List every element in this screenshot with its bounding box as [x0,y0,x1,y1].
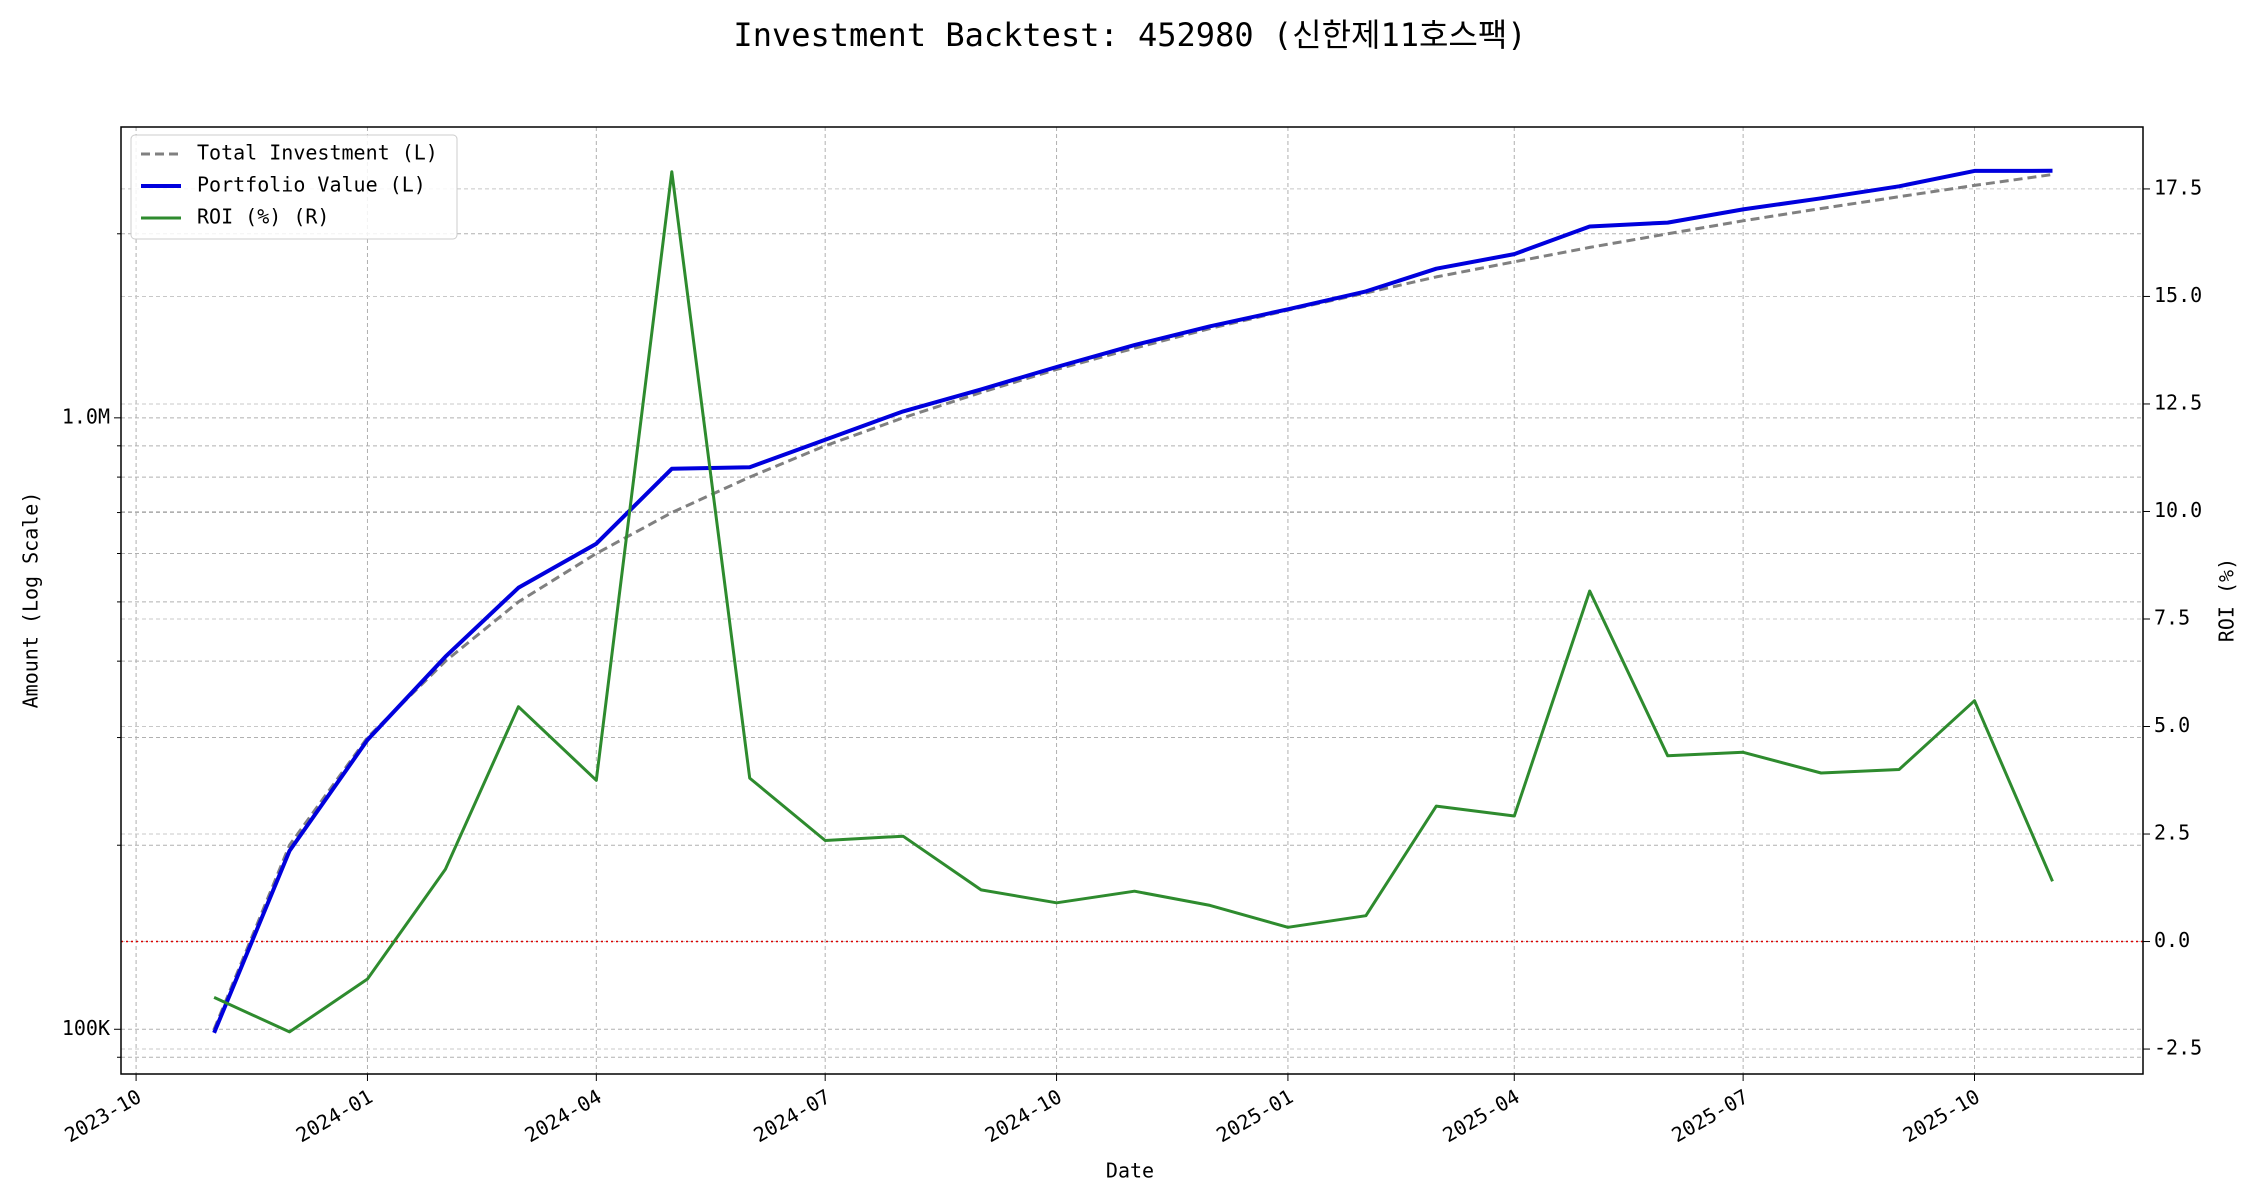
y2-tick-label: 7.5 [2154,605,2190,629]
series-line [213,170,2054,1034]
y2-tick-label: 5.0 [2154,713,2190,737]
y2-tick-label: 17.5 [2154,175,2202,199]
y2-tick-label: 2.5 [2154,821,2190,845]
legend-label: Portfolio Value (L) [197,173,426,197]
chart-title: Investment Backtest: 452980 (신한제11호스팩) [733,16,1526,54]
series-line [212,168,2053,1034]
legend-box [130,134,458,240]
y2-tick-label: 10.0 [2154,498,2202,522]
x-axis-label: Date [1106,1159,1154,1183]
y2-axis-label: ROI (%) [2215,558,2239,642]
plot-frame [120,126,2144,1075]
y-axis-label: Amount (Log Scale) [19,492,43,709]
y2-tick-label: -2.5 [2154,1036,2202,1060]
legend-label: ROI (%) (R) [197,205,329,229]
y-tick-label: 1.0M [62,404,110,428]
y2-tick-label: 15.0 [2154,283,2202,307]
series-line [212,173,2053,1030]
y2-tick-label: 0.0 [2154,928,2190,952]
y2-tick-label: 12.5 [2154,390,2202,414]
y-tick-label: 100K [62,1016,110,1040]
legend-label: Total Investment (L) [197,141,438,165]
